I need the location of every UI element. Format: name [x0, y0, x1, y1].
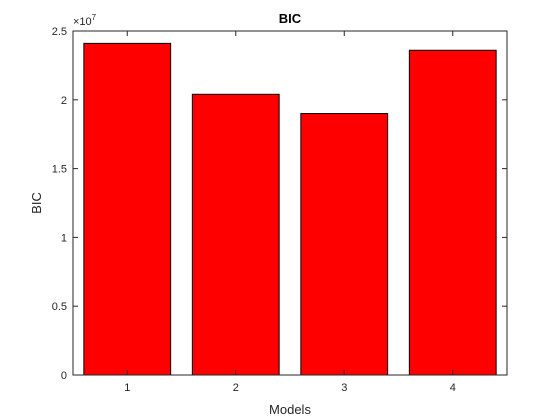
axes-box: [72, 30, 508, 376]
bar-4: [408, 49, 497, 376]
y-tick-label: 0.5: [52, 301, 67, 313]
x-axis-label: Models: [269, 402, 311, 417]
y-tick-label: 0: [61, 370, 67, 382]
x-tick-label: 3: [341, 382, 347, 394]
y-axis-exponent: ×107: [73, 13, 97, 28]
axes: [72, 30, 508, 376]
y-tick-label: 1.5: [52, 164, 67, 176]
bar-1: [83, 42, 172, 376]
bar-series: [83, 42, 497, 376]
x-tick-label: 4: [450, 382, 456, 394]
chart-title: BIC: [279, 11, 302, 26]
x-tick-label: 1: [124, 382, 130, 394]
y-axis-label: BIC: [29, 192, 44, 214]
y-axis-ticks: 0 0.5 1 1.5 2 2.5: [52, 26, 507, 382]
x-tick-label: 2: [233, 382, 239, 394]
y-axis-exponent-base: ×10: [73, 16, 92, 28]
y-axis-exponent-power: 7: [92, 13, 97, 22]
bar-3: [300, 113, 389, 376]
y-tick-label: 2.5: [52, 26, 67, 38]
y-tick-label: 2: [61, 95, 67, 107]
bar-2: [191, 93, 280, 376]
y-tick-label: 1: [61, 232, 67, 244]
x-axis-ticks: 1 2 3 4: [124, 31, 456, 394]
